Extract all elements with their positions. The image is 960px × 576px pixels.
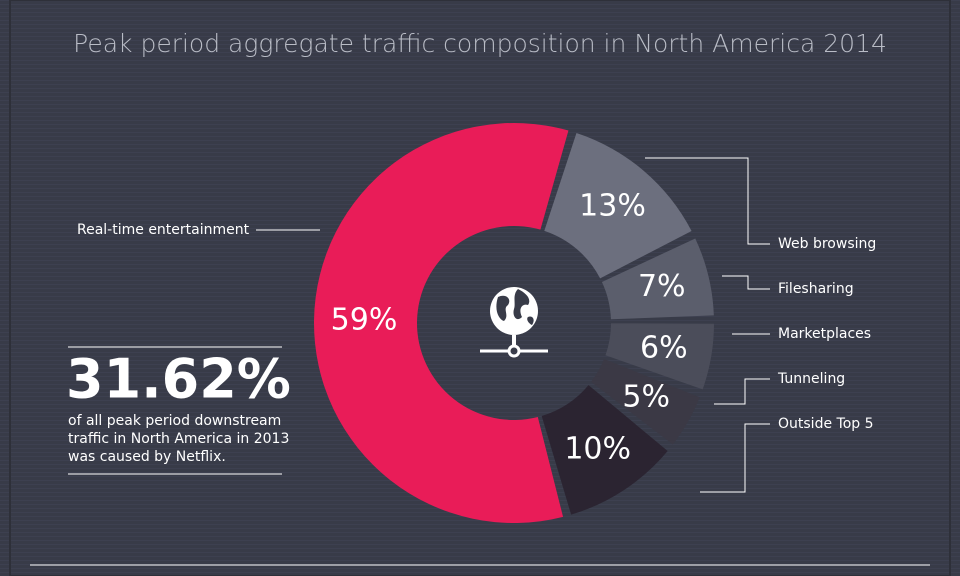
value-label: 13% (579, 189, 646, 224)
legend-label: Real-time entertainment (77, 222, 250, 238)
legend-label: Outside Top 5 (778, 416, 874, 432)
donut-slice (601, 238, 714, 320)
slices: 13% Web browsing 7% Filesharing 6% Marketplac… (77, 123, 876, 524)
frame (9, 0, 951, 576)
connector (645, 157, 770, 245)
legend-label: Web browsing (778, 236, 876, 252)
legend-label: Tunneling (777, 371, 845, 387)
value-label: 6% (640, 330, 688, 365)
callout-text: was caused by Netflix. (68, 449, 226, 465)
connector (722, 275, 770, 290)
callout-text: of all peak period downstream (68, 413, 281, 429)
value-label: 5% (622, 380, 670, 415)
network-icon (480, 287, 548, 358)
legend-label: Filesharing (778, 281, 854, 297)
donut-slice (314, 123, 569, 524)
donut-slice (541, 385, 668, 515)
connector (714, 378, 770, 405)
donut-slice (544, 133, 692, 279)
value-label: 10% (564, 431, 631, 466)
donut-slice (591, 359, 700, 445)
connector (700, 423, 770, 493)
callout-figure: 31.62% (66, 348, 291, 411)
value-label: 7% (638, 269, 686, 304)
callout-text: traffic in North America in 2013 (68, 431, 289, 447)
donut-slice (605, 323, 714, 390)
legend-label: Marketplaces (778, 326, 871, 342)
chart-title: Peak period aggregate traffic compositio… (73, 29, 887, 58)
value-label: 59% (331, 302, 398, 337)
